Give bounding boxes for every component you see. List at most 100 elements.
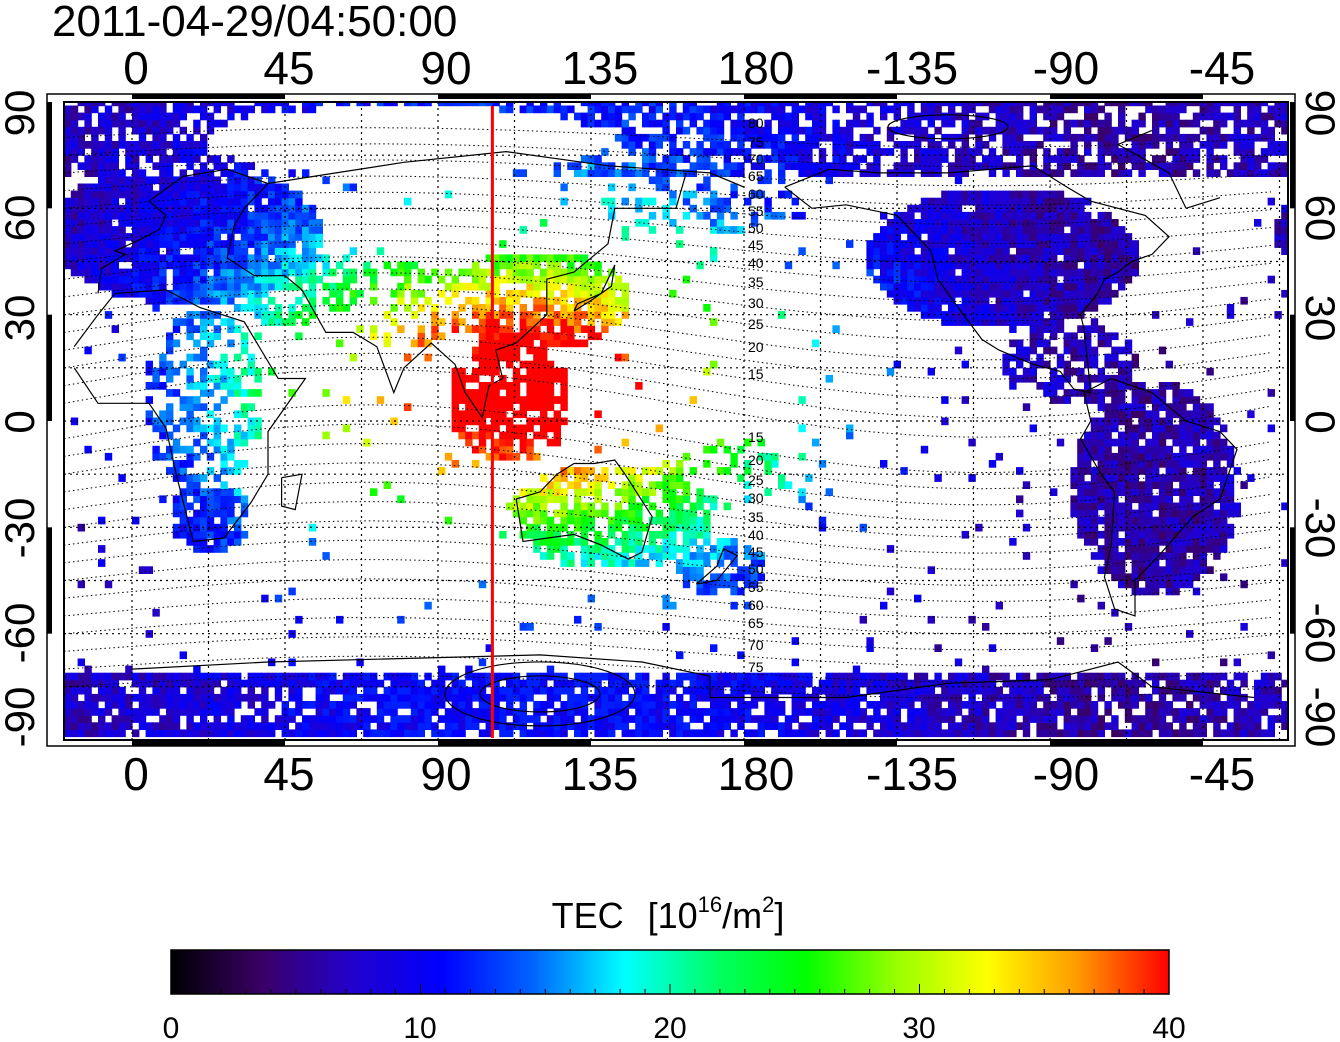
tec-cell [179, 516, 187, 525]
tec-cell [1267, 197, 1275, 206]
tec-cell [655, 183, 663, 192]
tec-cell [179, 268, 187, 277]
tec-cell [914, 722, 922, 730]
tec-cell [308, 722, 317, 730]
tec-cell [84, 715, 92, 723]
tec-cell [227, 183, 235, 192]
tec-cell [662, 686, 670, 695]
tec-cell [1029, 169, 1037, 177]
tec-cell [920, 304, 929, 312]
tec-cell [329, 679, 337, 688]
tec-cell [1097, 566, 1105, 574]
tec-cell [138, 566, 147, 574]
tec-cell [1043, 254, 1051, 263]
tec-cell [1009, 304, 1017, 312]
tec-cell [512, 722, 521, 730]
tec-cell [954, 701, 963, 709]
tec-cell [730, 708, 738, 716]
tec-cell [1206, 693, 1214, 702]
tec-cell [254, 204, 262, 213]
tec-cell [886, 367, 895, 376]
tec-cell [526, 438, 534, 447]
tec-cell [1022, 226, 1031, 234]
tec-cell [1124, 516, 1133, 525]
tec-cell [247, 282, 255, 291]
tec-cell [363, 679, 371, 688]
tec-cell [1118, 233, 1126, 241]
tec-cell [689, 679, 697, 688]
tec-cell [166, 722, 174, 730]
tec-cell [669, 197, 677, 206]
tec-cell [234, 176, 242, 185]
tec-cell [254, 693, 262, 702]
tec-cell [975, 289, 983, 298]
tec-cell [1070, 226, 1078, 234]
tec-cell [1267, 275, 1275, 284]
tec-cell [506, 403, 514, 411]
tec-cell [1056, 318, 1065, 326]
tec-cell [234, 495, 242, 504]
tec-cell [1254, 722, 1262, 730]
tec-cell [1111, 530, 1119, 539]
tec-cell [506, 268, 514, 277]
tec-cell [1281, 715, 1288, 723]
tec-cell [778, 672, 786, 681]
tec-cell [934, 708, 942, 716]
tec-cell [696, 708, 704, 716]
tec-cell [1097, 729, 1105, 738]
tec-cell [846, 708, 854, 716]
tec-cell [172, 729, 181, 738]
tec-cell [1131, 268, 1139, 277]
tec-cell [1029, 367, 1037, 376]
tec-cell [920, 729, 929, 738]
tec-cell [914, 240, 922, 248]
tec-cell [268, 183, 276, 192]
tec-cell [472, 374, 480, 383]
tec-cell [1097, 233, 1105, 241]
tec-cell [261, 708, 269, 716]
tec-cell [1111, 261, 1119, 270]
tec-cell [1009, 367, 1017, 376]
tec-cell [846, 715, 854, 723]
tec-cell [200, 445, 208, 454]
tec-cell [227, 233, 235, 241]
tec-cell [968, 282, 976, 291]
tec-cell [1002, 211, 1010, 220]
tec-cell [363, 672, 371, 681]
tec-cell [1016, 672, 1024, 681]
tec-cell [791, 672, 799, 681]
tec-cell [601, 509, 609, 518]
tec-cell [472, 722, 480, 730]
tec-cell [662, 495, 670, 504]
tec-cell [172, 460, 181, 468]
tec-cell [655, 481, 663, 489]
tec-cell [1199, 403, 1207, 411]
tec-cell [533, 679, 541, 688]
tec-cell [1179, 552, 1187, 560]
tec-cell [132, 247, 140, 255]
tec-cell [261, 594, 269, 603]
tec-cell [1022, 219, 1031, 227]
tec-cell [1213, 438, 1221, 447]
tec-cell [336, 339, 344, 348]
tec-cell [669, 219, 677, 227]
tec-cell [1206, 715, 1214, 723]
tec-cell [1050, 318, 1058, 326]
tec-cell [893, 715, 901, 723]
tec-cell [587, 162, 595, 170]
tec-cell [968, 679, 976, 688]
tec-cell [982, 247, 990, 255]
tec-cell [98, 183, 106, 192]
tec-cell [1084, 169, 1092, 177]
tec-cell [336, 615, 344, 624]
tec-cell [254, 275, 262, 284]
tec-cell [1009, 148, 1017, 156]
tec-cell [798, 148, 806, 156]
tec-cell [125, 282, 133, 291]
tec-cell [227, 729, 235, 738]
tec-cell [723, 573, 731, 582]
tec-cell [778, 169, 786, 177]
tec-cell [227, 190, 235, 199]
tec-cell [64, 729, 72, 738]
tec-cell [669, 162, 677, 170]
